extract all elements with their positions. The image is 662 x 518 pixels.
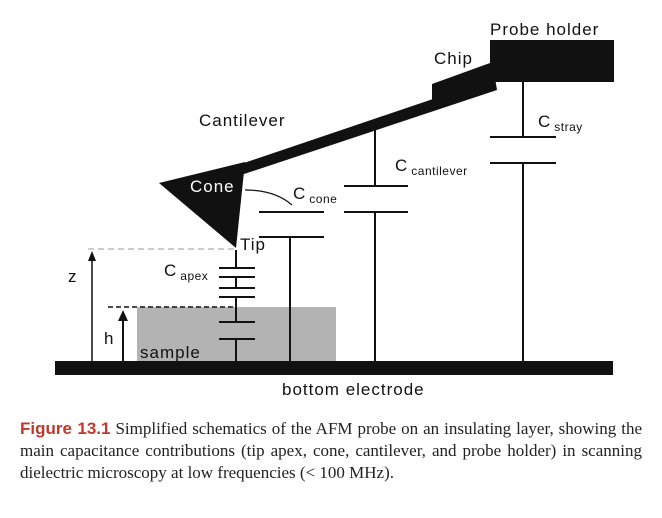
z-label: z bbox=[68, 267, 78, 286]
h-label: h bbox=[104, 329, 114, 348]
bottom-electrode-label: bottom electrode bbox=[282, 380, 425, 399]
chip bbox=[432, 63, 495, 102]
c-cone-capacitor bbox=[259, 211, 324, 361]
probe-holder-label: Probe holder bbox=[490, 20, 599, 39]
figure-caption: Figure 13.1 Simplified schematics of the… bbox=[20, 418, 642, 484]
cone-label: Cone bbox=[190, 177, 235, 196]
cone-leader-line bbox=[244, 189, 293, 206]
chip-label: Chip bbox=[434, 49, 473, 68]
cone bbox=[159, 162, 245, 248]
h-arrow bbox=[118, 310, 128, 361]
c-stray-capacitor bbox=[490, 82, 556, 361]
figure-label: Figure 13.1 bbox=[20, 419, 111, 438]
c-cantilever-capacitor bbox=[344, 127, 408, 361]
probe-holder bbox=[490, 40, 614, 82]
z-arrow bbox=[88, 251, 96, 361]
caption-text: Simplified schematics of the AFM probe o… bbox=[20, 419, 643, 482]
cantilever-label: Cantilever bbox=[199, 111, 286, 130]
cantilever-beam bbox=[185, 78, 497, 193]
sample-label: sample bbox=[140, 343, 201, 362]
tip-label: Tip bbox=[240, 235, 266, 254]
bottom-electrode bbox=[55, 361, 613, 375]
c-apex-capacitor bbox=[219, 250, 255, 361]
